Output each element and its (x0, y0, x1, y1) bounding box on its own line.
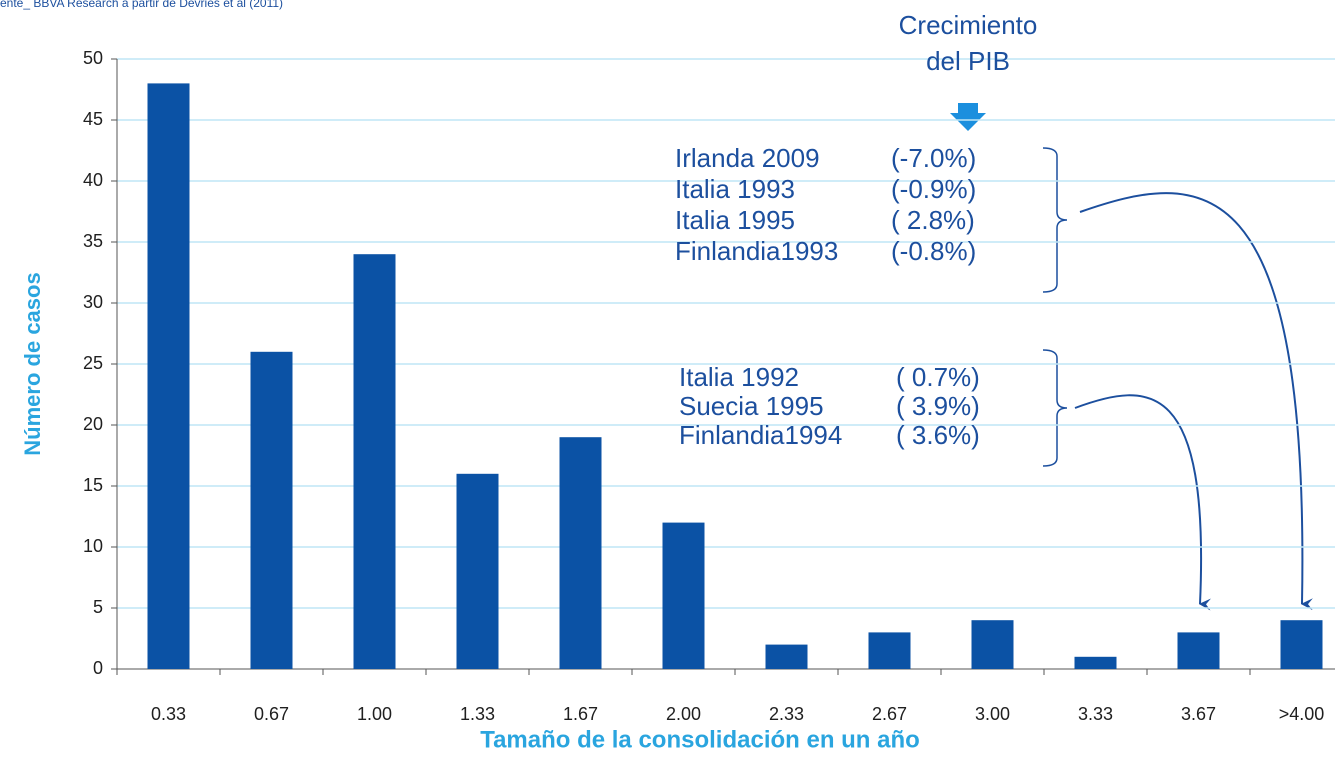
annotation-growth: (-7.0%) (891, 143, 976, 173)
x-tick-label: 3.00 (975, 704, 1010, 724)
x-tick-label: >4.00 (1279, 704, 1325, 724)
bar (1074, 656, 1117, 669)
annotation-growth: ( 0.7%) (896, 362, 980, 392)
x-tick-label: 3.67 (1181, 704, 1216, 724)
bar (559, 437, 602, 669)
annotation-name: Italia 1993 (675, 174, 795, 204)
bar (1280, 620, 1323, 669)
y-tick-label: 50 (83, 48, 103, 68)
bar (868, 632, 911, 669)
y-tick-label: 20 (83, 414, 103, 434)
y-tick-label: 35 (83, 231, 103, 251)
annotation-name: Finlandia1994 (679, 420, 842, 450)
annotation-growth: ( 3.6%) (896, 420, 980, 450)
annotation-name: Italia 1992 (679, 362, 799, 392)
annotation-name: Suecia 1995 (679, 391, 824, 421)
annotation-growth: (-0.8%) (891, 236, 976, 266)
bracket (1042, 147, 1068, 293)
annotation-name: Irlanda 2009 (675, 143, 820, 173)
bar (353, 254, 396, 669)
annotation-name: Italia 1995 (675, 205, 795, 235)
x-axis-label: Tamaño de la consolidación en un año (480, 726, 920, 753)
x-tick-label: 1.67 (563, 704, 598, 724)
y-tick-label: 30 (83, 292, 103, 312)
y-tick-label: 25 (83, 353, 103, 373)
down-arrow-icon (950, 103, 986, 131)
x-tick-label: 2.00 (666, 704, 701, 724)
annotation-growth: (-0.9%) (891, 174, 976, 204)
y-axis-label: Número de casos (20, 272, 45, 455)
x-tick-label: 1.33 (460, 704, 495, 724)
bracket (1042, 349, 1068, 467)
x-tick-label: 2.67 (872, 704, 907, 724)
connector-arrow (1074, 394, 1212, 611)
connector-arrow (1079, 192, 1313, 611)
annotation-growth: ( 2.8%) (891, 205, 975, 235)
x-tick-label: 0.67 (254, 704, 289, 724)
bar (971, 620, 1014, 669)
y-tick-label: 10 (83, 536, 103, 556)
x-tick-label: 1.00 (357, 704, 392, 724)
bar (456, 473, 499, 669)
y-tick-label: 5 (93, 597, 103, 617)
annotation-growth: ( 3.9%) (896, 391, 980, 421)
bar (1177, 632, 1220, 669)
y-tick-label: 45 (83, 109, 103, 129)
y-tick-label: 15 (83, 475, 103, 495)
y-tick-label: 0 (93, 658, 103, 678)
annotation-title: del PIB (926, 46, 1010, 76)
bar (250, 351, 293, 669)
x-tick-label: 2.33 (769, 704, 804, 724)
annotation-title: Crecimiento (899, 10, 1038, 40)
source: ente_ BBVA Research a partir de Devries … (0, 0, 283, 10)
x-tick-label: 3.33 (1078, 704, 1113, 724)
bar (662, 522, 705, 669)
bar (147, 83, 190, 669)
y-tick-label: 40 (83, 170, 103, 190)
annotation-name: Finlandia1993 (675, 236, 838, 266)
x-tick-label: 0.33 (151, 704, 186, 724)
bar (765, 644, 808, 669)
